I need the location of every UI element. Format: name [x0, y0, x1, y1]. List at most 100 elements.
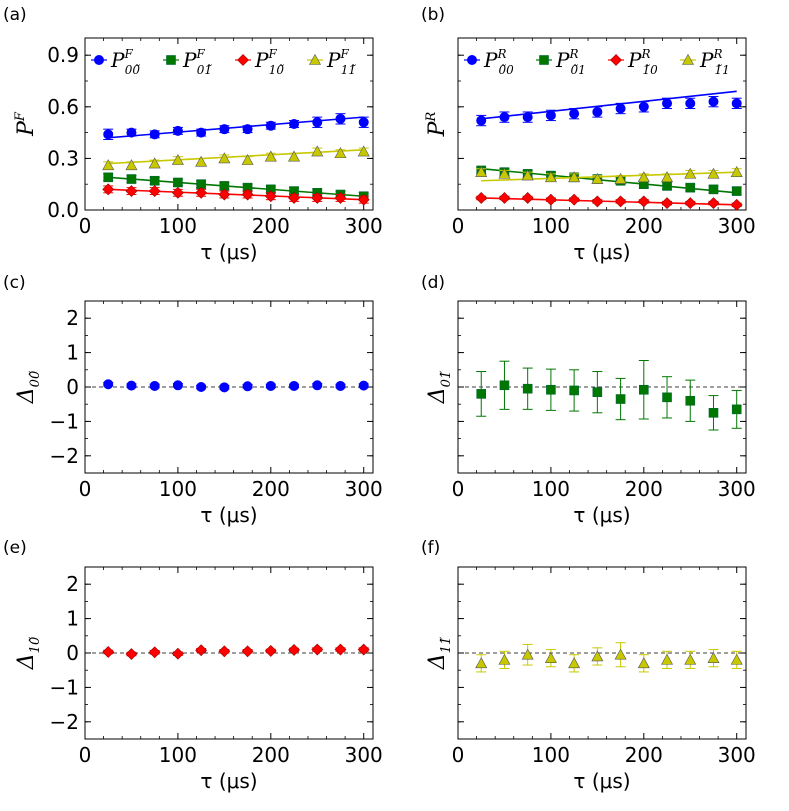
data-point [475, 192, 488, 204]
panel-f: (f) 0 100 200 300 τ (μs) Δ11̃ [421, 538, 756, 793]
data-point [148, 185, 161, 198]
data-point [498, 653, 511, 665]
data-point [149, 175, 160, 186]
data-point [614, 648, 627, 660]
x-tick-label: 300 [718, 743, 756, 767]
data-point [219, 382, 230, 393]
data-point [126, 174, 137, 184]
data-point [125, 159, 138, 171]
data-point [568, 193, 581, 206]
data-point [569, 108, 580, 119]
data-point [568, 171, 581, 183]
x-tick-label: 0 [452, 743, 465, 767]
data-point [615, 394, 626, 404]
x-tick-label: 300 [718, 214, 756, 238]
series-1 [476, 165, 742, 196]
data-point [196, 127, 207, 138]
panel-tag: (e) [3, 538, 27, 558]
axes-frame [84, 37, 374, 211]
data-point [312, 380, 323, 391]
y-tick-label: 0 [66, 375, 79, 399]
x-tick-label: 100 [532, 477, 570, 501]
y-tick-label: 0.0 [47, 198, 79, 222]
legend-sub: 11̃ [341, 63, 356, 77]
data-point [264, 190, 277, 203]
x-tick-label: 0 [79, 743, 92, 767]
series-1 [103, 172, 369, 202]
x-tick-label: 200 [252, 743, 290, 767]
legend-sup: R [568, 47, 578, 61]
y-tick-label: −2 [50, 444, 79, 468]
x-axis-label: τ (μs) [200, 240, 257, 264]
panel-c: (c) 0 100 200 300 −2 −1 0 1 2 τ (μs) Δ00̃ [3, 273, 383, 527]
data-point [499, 380, 510, 391]
series-0 [103, 379, 369, 393]
legend-label: PR 0̃0 [483, 47, 514, 77]
panel-tag: (c) [3, 273, 26, 293]
data-point [335, 380, 346, 391]
data-point [708, 407, 719, 418]
data-point [475, 657, 488, 669]
legend-marker [610, 54, 622, 66]
data-point [264, 150, 277, 162]
legend-marker [94, 55, 104, 65]
data-point [707, 652, 720, 663]
legend-sup: F [123, 47, 133, 61]
legend-sup: F [339, 47, 349, 61]
x-axis-label: τ (μs) [573, 240, 630, 264]
y-tick-label: 0 [66, 641, 79, 665]
x-tick-label: 100 [532, 743, 570, 767]
x-tick-label: 0 [79, 477, 92, 501]
ylabel-main: Δ [14, 387, 39, 404]
data-point [614, 172, 627, 184]
ylabel-sub: 01̃ [439, 371, 454, 388]
data-point [288, 150, 301, 162]
data-point [476, 115, 487, 126]
fit-line [108, 116, 364, 139]
legend-main: P [182, 48, 197, 72]
series-0 [476, 360, 742, 431]
panel-tag: (d) [421, 273, 445, 293]
data-point [357, 193, 370, 206]
data-point [334, 147, 347, 159]
data-point [569, 385, 579, 396]
x-tick-label: 100 [159, 214, 197, 238]
data-point [218, 152, 231, 164]
data-point [242, 381, 253, 392]
panel-tag: (f) [421, 538, 440, 558]
data-point [499, 112, 510, 123]
data-point [358, 117, 369, 128]
data-point [103, 172, 114, 183]
data-point [684, 167, 697, 179]
data-point [196, 382, 207, 392]
legend-main: P [483, 48, 498, 72]
data-point [662, 98, 673, 109]
y-tick-label: 0.9 [47, 43, 79, 67]
data-point [730, 198, 743, 211]
data-point [334, 643, 347, 656]
data-point [288, 192, 300, 204]
data-point [265, 120, 276, 131]
fit-line [481, 171, 737, 182]
data-point [708, 184, 719, 195]
data-point [103, 379, 114, 390]
data-point [102, 183, 115, 196]
legend-sup: R [496, 47, 506, 61]
data-point [615, 103, 626, 114]
series-3 [102, 145, 370, 171]
data-point [662, 181, 672, 191]
x-tick-label: 200 [625, 477, 663, 501]
series-2 [475, 192, 743, 211]
data-point [708, 96, 719, 107]
legend-sup: R [640, 47, 650, 61]
legend-label: PR 1̃0 [627, 47, 658, 77]
data-point [148, 646, 161, 659]
ylabel-sub: 10̃ [28, 637, 43, 654]
data-point [149, 129, 160, 140]
y-tick-label: −1 [50, 409, 79, 433]
data-point [195, 155, 208, 167]
data-point [521, 169, 534, 181]
